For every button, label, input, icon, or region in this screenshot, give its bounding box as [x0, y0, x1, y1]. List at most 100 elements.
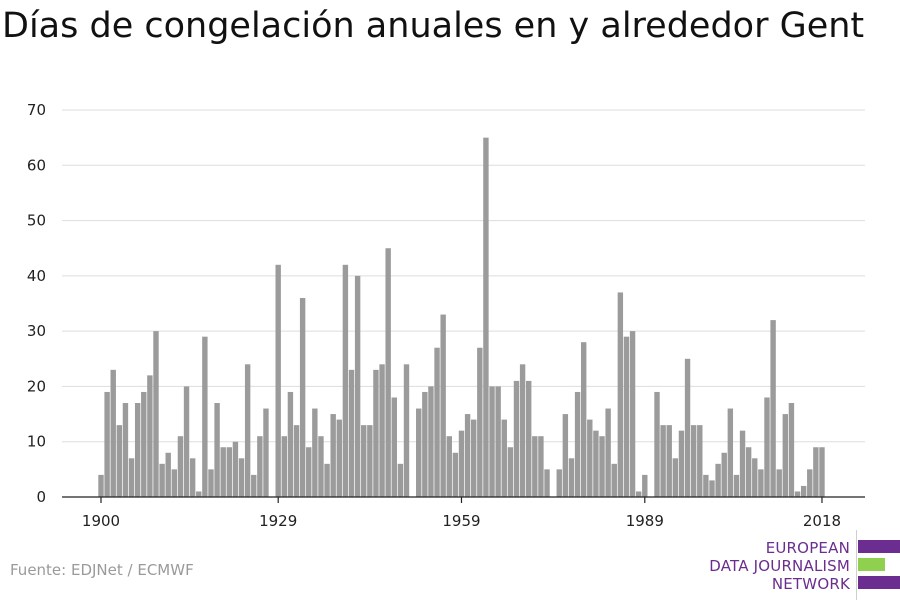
bar-1937 — [324, 463, 330, 497]
bar-1948 — [391, 397, 397, 497]
bar-1908 — [147, 375, 153, 497]
bar-1980 — [587, 419, 593, 497]
y-tick-label: 40 — [27, 267, 46, 285]
bar-1927 — [263, 408, 269, 497]
bar-1952 — [416, 408, 422, 497]
bar-1995 — [678, 430, 685, 497]
y-tick-label: 20 — [27, 377, 46, 395]
bar-1996 — [684, 358, 691, 497]
bar-1953 — [422, 391, 428, 497]
y-tick-label: 30 — [27, 322, 46, 340]
bar-1967 — [507, 447, 514, 497]
y-tick-label: 0 — [36, 488, 46, 506]
bar-1918 — [208, 469, 214, 497]
bar-2005 — [739, 430, 746, 497]
bar-1965 — [495, 386, 501, 497]
bar-1923 — [238, 458, 245, 497]
bar-1982 — [599, 436, 605, 497]
bar-1983 — [605, 408, 611, 497]
grid-lines — [62, 109, 865, 443]
bar-2012 — [782, 414, 789, 497]
bar-1975 — [556, 469, 562, 497]
bar-1910 — [159, 463, 165, 497]
bar-1906 — [134, 403, 141, 497]
bar-1957 — [446, 436, 452, 497]
bar-1911 — [165, 452, 171, 497]
bar-1933 — [299, 297, 306, 497]
bar-1976 — [562, 414, 569, 497]
bar-1997 — [690, 425, 697, 497]
bar-2015 — [800, 485, 807, 497]
bar-1915 — [189, 458, 196, 497]
bar-1942 — [354, 275, 361, 497]
edjnet-logo: EUROPEAN DATA JOURNALISM NETWORK — [700, 530, 900, 600]
logo-text-network: NETWORK — [771, 575, 850, 593]
bar-1901 — [104, 391, 110, 497]
source-note: Fuente: EDJNet / ECMWF — [10, 561, 194, 579]
bar-1944 — [367, 425, 373, 497]
bar-1971 — [532, 436, 538, 497]
bar-1955 — [434, 347, 440, 497]
bar-1960 — [464, 414, 471, 497]
y-tick-label: 70 — [27, 101, 46, 119]
bar-1954 — [428, 386, 434, 497]
bar-2013 — [788, 403, 795, 497]
bar-1925 — [251, 474, 257, 497]
bar-1932 — [293, 425, 300, 497]
bar-1979 — [580, 342, 587, 497]
bar-1935 — [312, 408, 318, 497]
bar-1904 — [122, 403, 129, 497]
bar-1985 — [617, 292, 624, 497]
bar-1921 — [226, 447, 233, 497]
bar-1961 — [471, 419, 477, 497]
bar-1969 — [519, 364, 526, 497]
bar-1986 — [623, 336, 630, 497]
bar-1938 — [330, 414, 336, 497]
bar-2014 — [794, 491, 801, 497]
bar-1902 — [110, 369, 116, 497]
bar-1929 — [275, 264, 281, 497]
bar-1959 — [458, 430, 465, 497]
bar-1922 — [232, 441, 239, 497]
bar-1916 — [196, 491, 202, 497]
bar-1945 — [373, 369, 379, 497]
logo-bar-middle — [858, 558, 885, 571]
bar-1947 — [385, 248, 391, 497]
bar-2016 — [807, 469, 813, 497]
x-axis-ticks: 1900 1929 1959 1989 2018 — [82, 497, 841, 530]
bar-1920 — [220, 447, 226, 497]
bar-1912 — [171, 469, 178, 497]
bar-1994 — [672, 458, 679, 497]
logo-bar-top — [858, 540, 900, 553]
bar-2008 — [758, 469, 764, 497]
bar-1926 — [257, 436, 263, 497]
bar-1924 — [244, 364, 251, 497]
bar-1914 — [183, 386, 190, 497]
logo-text-data-journalism: DATA JOURNALISM — [709, 557, 850, 575]
bar-1966 — [501, 419, 507, 497]
bar-1981 — [593, 430, 599, 497]
bar-2009 — [764, 397, 770, 497]
bar-1941 — [348, 369, 355, 497]
bar-1931 — [287, 391, 294, 497]
bar-1940 — [342, 264, 349, 497]
bar-1950 — [403, 364, 410, 497]
bar-1943 — [361, 425, 367, 497]
bar-2017 — [813, 447, 819, 497]
bar-2000 — [709, 480, 715, 497]
bar-1909 — [153, 331, 159, 497]
bar-1972 — [538, 436, 544, 497]
bar-1991 — [654, 391, 660, 497]
bar-2001 — [715, 463, 721, 497]
bar-1973 — [544, 469, 550, 497]
bar-1963 — [483, 137, 489, 497]
bar-1970 — [526, 380, 532, 497]
x-tick-label: 2018 — [803, 512, 841, 530]
bar-1993 — [666, 425, 672, 497]
x-tick-label: 1959 — [442, 512, 480, 530]
bar-2010 — [770, 320, 776, 497]
y-tick-label: 60 — [27, 156, 46, 174]
bar-1984 — [611, 463, 617, 497]
bar-1913 — [177, 436, 184, 497]
